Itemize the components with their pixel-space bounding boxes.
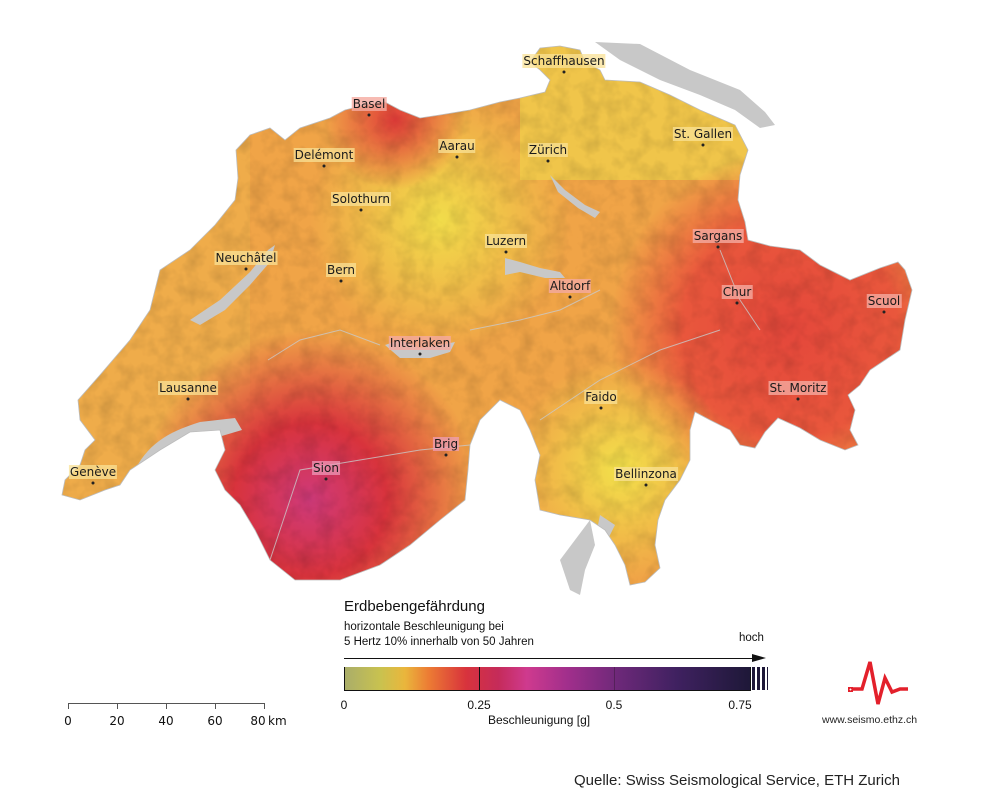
city-label: Neuchâtel [214, 251, 278, 265]
city-label: Genève [68, 465, 118, 479]
city-label: Zürich [527, 143, 569, 157]
source-credit: Quelle: Swiss Seismological Service, ETH… [574, 772, 900, 789]
hazard-map [61, 42, 913, 595]
city-label: Schaffhausen [522, 54, 606, 68]
scale-tick [264, 703, 265, 709]
legend-tick-025 [479, 667, 480, 691]
lake-lucerne [505, 258, 565, 278]
city-marker-icon [186, 397, 190, 401]
city-marker-icon [882, 310, 886, 314]
city-marker-icon [716, 245, 720, 249]
city-marker-icon [339, 279, 343, 283]
city-marker-icon [701, 143, 705, 147]
city-label: Luzern [484, 234, 528, 248]
city-label: Sargans [692, 229, 744, 243]
city-label: Sion [312, 461, 340, 475]
seismo-logo [840, 660, 910, 706]
scale-label: 0 [64, 714, 72, 728]
legend-tick-label: 0.75 [728, 698, 752, 712]
city-label: Altdorf [548, 279, 592, 293]
lake-constance [595, 42, 775, 128]
city-marker-icon [244, 267, 248, 271]
city-marker-icon [599, 406, 603, 410]
city-label: Lausanne [158, 381, 218, 395]
legend-axis-label: Beschleunigung [g] [488, 713, 591, 727]
arrow-right-icon [752, 654, 766, 662]
city-label: Aarau [438, 139, 476, 153]
legend-overflow-stripes [752, 667, 768, 690]
legend-color-bar [344, 667, 750, 691]
city-marker-icon [367, 113, 371, 117]
city-label: Faido [584, 390, 618, 404]
scale-tick [215, 703, 216, 709]
city-marker-icon [504, 250, 508, 254]
city-label: Chur [721, 285, 753, 299]
city-marker-icon [796, 397, 800, 401]
city-marker-icon [322, 164, 326, 168]
legend-tick-0 [344, 667, 345, 691]
legend-subtitle-line1: horizontale Beschleunigung bei [344, 621, 504, 633]
city-marker-icon [324, 477, 328, 481]
city-label: Delémont [293, 148, 355, 162]
legend-high-label: hoch [739, 632, 764, 644]
city-label: Brig [432, 437, 460, 451]
city-label: Basel [351, 97, 387, 111]
legend-subtitle-line2: 5 Hertz 10% innerhalb von 50 Jahren [344, 636, 534, 648]
legend-tick-05 [614, 667, 615, 691]
city-label: Bern [326, 263, 356, 277]
seismogram-icon [848, 661, 908, 705]
legend-tick-label: 0.25 [467, 698, 491, 712]
city-marker-icon [546, 159, 550, 163]
city-marker-icon [562, 70, 566, 74]
city-label: Solothurn [331, 192, 391, 206]
scale-unit: km [268, 714, 287, 728]
city-label: Interlaken [388, 336, 452, 350]
scale-label: 20 [109, 714, 125, 728]
legend-tick-075 [750, 667, 751, 691]
city-marker-icon [91, 481, 95, 485]
legend-tick-label: 0.5 [605, 698, 623, 712]
city-label: St. Gallen [672, 127, 734, 141]
lake-zurich [550, 175, 600, 218]
city-marker-icon [735, 301, 739, 305]
scale-label: 60 [207, 714, 223, 728]
legend-tick-label: 0 [340, 698, 348, 712]
city-marker-icon [455, 155, 459, 159]
city-marker-icon [644, 483, 648, 487]
switzerland-map-graphic [61, 42, 913, 595]
city-marker-icon [568, 295, 572, 299]
city-marker-icon [359, 208, 363, 212]
scale-tick [68, 703, 69, 709]
scale-tick [117, 703, 118, 709]
city-label: Bellinzona [614, 467, 678, 481]
lake-maggiore [560, 520, 595, 595]
legend-arrow-line [344, 658, 754, 659]
city-marker-icon [418, 352, 422, 356]
seismo-url-link[interactable]: www.seismo.ethz.ch [822, 714, 918, 726]
city-marker-icon [444, 453, 448, 457]
city-label: Scuol [866, 294, 902, 308]
scale-label: 80 [250, 714, 266, 728]
scale-label: 40 [158, 714, 174, 728]
legend-title: Erdbebengefährdung [344, 598, 485, 615]
scale-tick [166, 703, 167, 709]
city-label: St. Moritz [768, 381, 828, 395]
